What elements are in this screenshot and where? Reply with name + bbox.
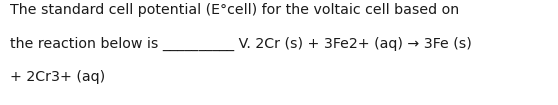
Text: the reaction below is __________ V. 2Cr (s) + 3Fe2+ (aq) → 3Fe (s): the reaction below is __________ V. 2Cr … [10,37,472,51]
Text: + 2Cr3+ (aq): + 2Cr3+ (aq) [10,70,105,84]
Text: The standard cell potential (E°cell) for the voltaic cell based on: The standard cell potential (E°cell) for… [10,3,459,17]
